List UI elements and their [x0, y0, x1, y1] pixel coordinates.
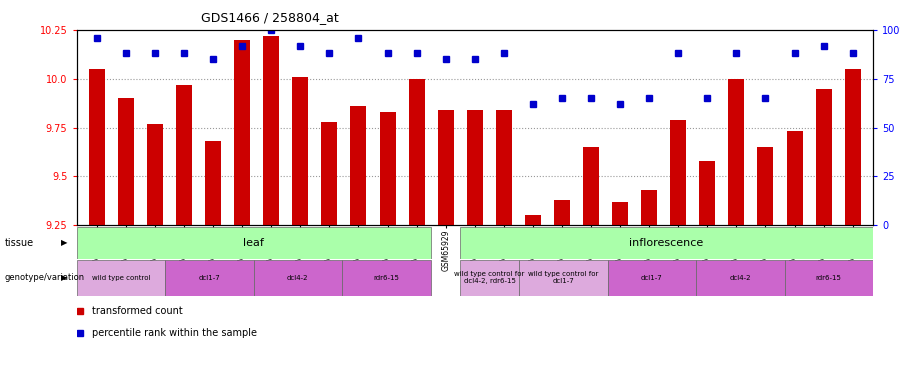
- Bar: [380, 112, 395, 225]
- Bar: [460, 227, 873, 259]
- Bar: [234, 40, 250, 225]
- Bar: [467, 110, 482, 225]
- Bar: [583, 147, 599, 225]
- Text: dcl1-7: dcl1-7: [198, 274, 220, 280]
- Bar: [696, 260, 785, 296]
- Bar: [437, 110, 454, 225]
- Bar: [608, 260, 696, 296]
- Text: GDS1466 / 258804_at: GDS1466 / 258804_at: [201, 11, 339, 24]
- Bar: [254, 260, 342, 296]
- Bar: [554, 200, 570, 225]
- Bar: [350, 106, 366, 225]
- Text: leaf: leaf: [243, 238, 264, 248]
- Text: transformed count: transformed count: [93, 306, 184, 315]
- Bar: [815, 88, 832, 225]
- Bar: [264, 36, 279, 225]
- Bar: [519, 260, 608, 296]
- Text: ▶: ▶: [61, 273, 68, 282]
- Bar: [76, 260, 165, 296]
- Bar: [496, 110, 512, 225]
- Bar: [699, 160, 716, 225]
- Bar: [641, 190, 657, 225]
- Text: percentile rank within the sample: percentile rank within the sample: [93, 328, 257, 338]
- Bar: [460, 260, 519, 296]
- Bar: [785, 260, 873, 296]
- Bar: [292, 77, 309, 225]
- Bar: [321, 122, 338, 225]
- Bar: [176, 85, 192, 225]
- Bar: [76, 227, 430, 259]
- Bar: [612, 202, 628, 225]
- Text: rdr6-15: rdr6-15: [815, 274, 842, 280]
- Bar: [342, 260, 430, 296]
- Bar: [670, 120, 686, 225]
- Bar: [147, 124, 163, 225]
- Text: dcl4-2: dcl4-2: [287, 274, 309, 280]
- Text: inflorescence: inflorescence: [629, 238, 704, 248]
- Text: wild type control for
dcl4-2, rdr6-15: wild type control for dcl4-2, rdr6-15: [454, 271, 525, 284]
- Text: dcl4-2: dcl4-2: [730, 274, 751, 280]
- Text: wild type control: wild type control: [92, 274, 150, 280]
- Bar: [525, 215, 541, 225]
- Text: wild type control for
dcl1-7: wild type control for dcl1-7: [528, 271, 598, 284]
- Bar: [758, 147, 773, 225]
- Bar: [845, 69, 860, 225]
- Bar: [787, 131, 803, 225]
- Bar: [165, 260, 254, 296]
- Text: genotype/variation: genotype/variation: [4, 273, 85, 282]
- Bar: [728, 79, 744, 225]
- Text: tissue: tissue: [4, 238, 33, 248]
- Text: rdr6-15: rdr6-15: [374, 274, 400, 280]
- Bar: [118, 98, 134, 225]
- Bar: [409, 79, 425, 225]
- Bar: [89, 69, 104, 225]
- Text: dcl1-7: dcl1-7: [641, 274, 662, 280]
- Bar: [205, 141, 221, 225]
- Text: ▶: ▶: [61, 238, 68, 248]
